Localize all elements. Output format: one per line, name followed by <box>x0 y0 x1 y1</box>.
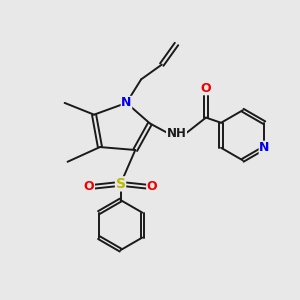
Text: O: O <box>84 180 94 193</box>
Text: O: O <box>201 82 211 95</box>
Text: N: N <box>259 141 270 154</box>
Text: O: O <box>147 180 158 193</box>
Text: S: S <box>116 177 126 191</box>
Text: N: N <box>121 96 132 110</box>
Text: NH: NH <box>167 127 186 140</box>
